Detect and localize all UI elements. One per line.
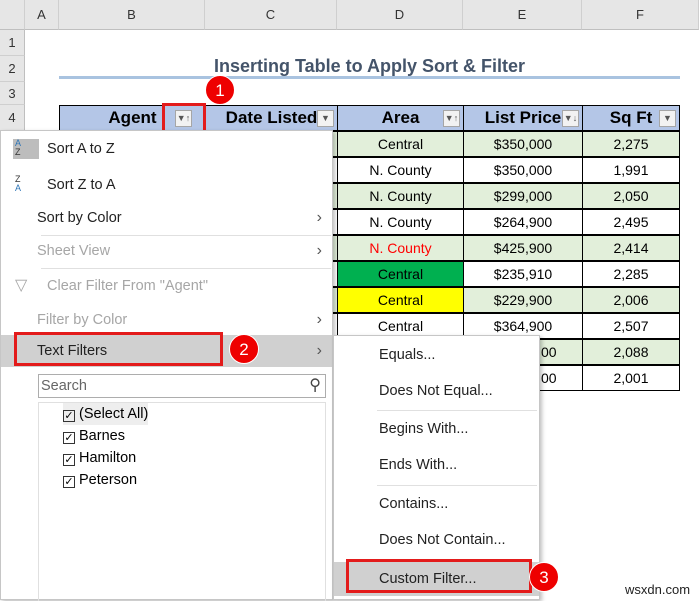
sheet-title: Inserting Table to Apply Sort & Filter bbox=[59, 56, 680, 79]
annotation-badge-3: 3 bbox=[529, 562, 559, 592]
cell-area[interactable]: N. County bbox=[337, 157, 464, 183]
watermark: wsxdn.com bbox=[625, 582, 691, 597]
list-item-select-all[interactable]: ✓ (Select All) bbox=[63, 403, 149, 425]
list-item[interactable]: ✓ Hamilton bbox=[63, 450, 137, 466]
menu-sheet-view: Sheet View › bbox=[1, 235, 332, 267]
cell-area[interactable]: Central bbox=[337, 313, 464, 339]
separator bbox=[377, 485, 537, 486]
filter-dropdown-sqft-icon[interactable]: ▼ bbox=[659, 110, 676, 127]
cell-area[interactable]: Central bbox=[337, 131, 464, 157]
cell-sqft[interactable]: 2,285 bbox=[582, 261, 680, 287]
row-header-1[interactable]: 1 bbox=[0, 30, 25, 56]
submenu-does-not-contain[interactable]: Does Not Contain... bbox=[379, 532, 506, 548]
cell-price[interactable]: $235,910 bbox=[463, 261, 583, 287]
column-header-b[interactable]: B bbox=[59, 0, 205, 30]
cell-sqft[interactable]: 2,006 bbox=[582, 287, 680, 313]
clear-filter-icon: ▽ bbox=[15, 277, 28, 294]
cell-price[interactable]: $350,000 bbox=[463, 157, 583, 183]
header-date-listed: Date Listed ▼ bbox=[205, 105, 338, 131]
header-label: Agent bbox=[108, 108, 157, 127]
menu-sort-by-color[interactable]: Sort by Color › bbox=[1, 202, 332, 234]
column-header-d[interactable]: D bbox=[337, 0, 463, 30]
cell-sqft[interactable]: 2,507 bbox=[582, 313, 680, 339]
cell-area[interactable]: N. County bbox=[337, 209, 464, 235]
menu-clear-filter: ▽ Clear Filter From "Agent" bbox=[1, 270, 332, 302]
submenu-begins-with[interactable]: Begins With... bbox=[379, 421, 469, 437]
separator bbox=[377, 410, 537, 411]
submenu-equals[interactable]: Equals... bbox=[379, 347, 436, 363]
search-placeholder: Search bbox=[41, 378, 87, 394]
separator bbox=[41, 235, 331, 236]
cell-price[interactable]: $350,000 bbox=[463, 131, 583, 157]
cell-sqft[interactable]: 2,050 bbox=[582, 183, 680, 209]
annotation-badge-1: 1 bbox=[205, 75, 235, 105]
header-sq-ft: Sq Ft ▼ bbox=[582, 105, 680, 131]
cell-price[interactable]: $425,900 bbox=[463, 235, 583, 261]
header-label: Sq Ft bbox=[609, 108, 653, 127]
checkbox-checked-icon[interactable]: ✓ bbox=[63, 432, 75, 444]
filter-dropdown-area-icon[interactable]: ▼↑ bbox=[443, 110, 460, 127]
cell-area[interactable]: Central bbox=[337, 287, 464, 313]
row-header-4[interactable]: 4 bbox=[0, 105, 25, 131]
row-header-3[interactable]: 3 bbox=[0, 82, 25, 105]
filter-value-list bbox=[38, 402, 326, 601]
row-header-2[interactable]: 2 bbox=[0, 56, 25, 82]
filter-dropdown-agent-icon[interactable]: ▼↑ bbox=[175, 110, 192, 127]
filter-dropdown-date-icon[interactable]: ▼ bbox=[317, 110, 334, 127]
column-header-e[interactable]: E bbox=[463, 0, 582, 30]
column-header-f[interactable]: F bbox=[582, 0, 699, 30]
cell-price[interactable]: $229,900 bbox=[463, 287, 583, 313]
submenu-does-not-equal[interactable]: Does Not Equal... bbox=[379, 383, 493, 399]
search-input[interactable]: Search ⚲ bbox=[38, 374, 326, 398]
menu-filter-by-color: Filter by Color › bbox=[1, 304, 332, 336]
cell-price[interactable]: $299,000 bbox=[463, 183, 583, 209]
header-label: List Price bbox=[484, 108, 562, 127]
cell-sqft[interactable]: 2,001 bbox=[582, 365, 680, 391]
cell-area[interactable]: N. County bbox=[337, 183, 464, 209]
cell-sqft[interactable]: 2,088 bbox=[582, 339, 680, 365]
select-all-corner[interactable] bbox=[0, 0, 25, 30]
checkbox-checked-icon[interactable]: ✓ bbox=[63, 476, 75, 488]
list-item[interactable]: ✓ Peterson bbox=[63, 472, 138, 488]
annotation-box-3 bbox=[346, 559, 532, 593]
annotation-badge-2: 2 bbox=[229, 334, 259, 364]
submenu-ends-with[interactable]: Ends With... bbox=[379, 457, 458, 473]
annotation-box-1 bbox=[162, 103, 206, 133]
chevron-right-icon: › bbox=[316, 209, 322, 226]
menu-sort-z-to-a[interactable]: Z A Sort Z to A bbox=[15, 174, 116, 194]
header-label: Date Listed bbox=[225, 108, 318, 127]
column-header-c[interactable]: C bbox=[205, 0, 337, 30]
checkbox-checked-icon[interactable]: ✓ bbox=[63, 410, 75, 422]
chevron-right-icon: › bbox=[316, 342, 322, 359]
cell-sqft[interactable]: 2,414 bbox=[582, 235, 680, 261]
cell-area[interactable]: Central bbox=[337, 261, 464, 287]
menu-sort-a-to-z[interactable]: A Z Sort A to Z bbox=[13, 138, 115, 159]
chevron-right-icon: › bbox=[316, 242, 322, 259]
list-item[interactable]: ✓ Barnes bbox=[63, 428, 125, 444]
cell-sqft[interactable]: 1,991 bbox=[582, 157, 680, 183]
cell-sqft[interactable]: 2,495 bbox=[582, 209, 680, 235]
annotation-box-2 bbox=[14, 332, 223, 366]
submenu-contains[interactable]: Contains... bbox=[379, 496, 449, 512]
header-agent: Agent ▼↑ bbox=[59, 105, 206, 131]
cell-area[interactable]: N. County bbox=[337, 235, 464, 261]
checkbox-checked-icon[interactable]: ✓ bbox=[63, 454, 75, 466]
header-list-price: List Price ▼↓ bbox=[463, 105, 583, 131]
header-label: Area bbox=[381, 108, 420, 127]
column-header-a[interactable]: A bbox=[25, 0, 59, 30]
cell-price[interactable]: $364,900 bbox=[463, 313, 583, 339]
chevron-right-icon: › bbox=[316, 311, 322, 328]
filter-dropdown-price-icon[interactable]: ▼↓ bbox=[562, 110, 579, 127]
menu-text-filters[interactable]: Text Filters › bbox=[1, 335, 332, 367]
search-icon: ⚲ bbox=[309, 377, 321, 394]
cell-price[interactable]: $264,900 bbox=[463, 209, 583, 235]
separator bbox=[41, 268, 331, 269]
header-area: Area ▼↑ bbox=[337, 105, 464, 131]
cell-sqft[interactable]: 2,275 bbox=[582, 131, 680, 157]
